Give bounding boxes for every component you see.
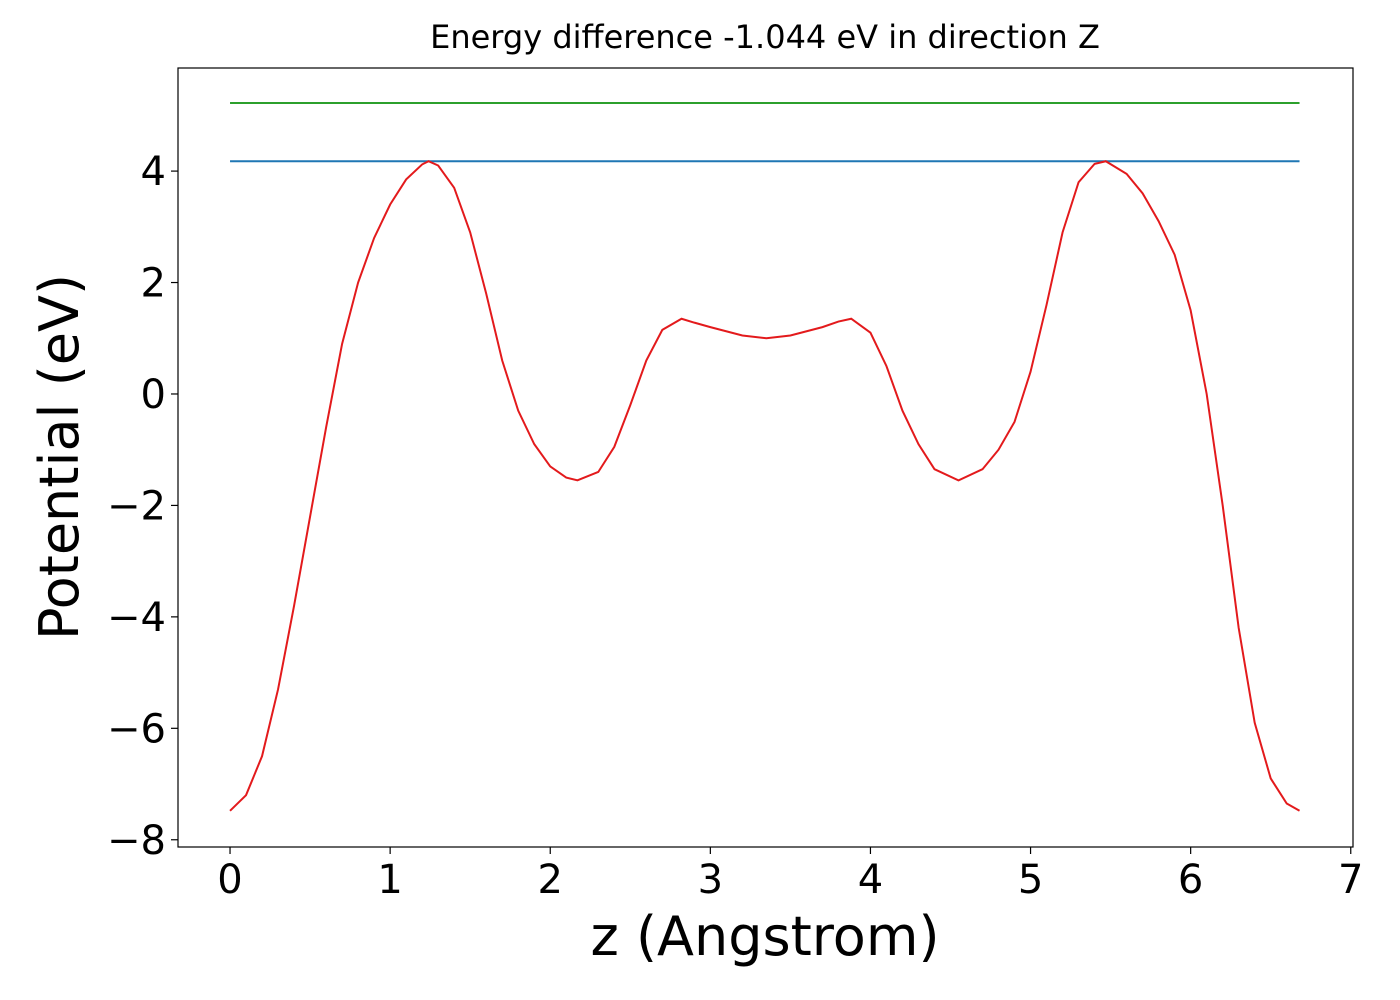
x-tick-label: 0 xyxy=(217,857,242,903)
y-axis-label: Potential (eV) xyxy=(28,274,91,640)
series-line xyxy=(229,160,1301,812)
y-tick-label: 2 xyxy=(141,261,166,307)
x-tick-label: 4 xyxy=(858,857,883,903)
plot-frame xyxy=(177,67,1354,848)
x-tick-label: 2 xyxy=(538,857,563,903)
chart-title: Energy difference -1.044 eV in direction… xyxy=(430,18,1100,56)
y-tick-label: −4 xyxy=(107,595,166,641)
x-tick-label: 3 xyxy=(698,857,723,903)
y-tick-label: −8 xyxy=(107,818,166,864)
y-tick-label: −6 xyxy=(107,706,166,752)
x-tick-label: 7 xyxy=(1338,857,1363,903)
x-tick-label: 6 xyxy=(1178,857,1203,903)
y-tick-label: −2 xyxy=(107,483,166,529)
x-tick-label: 1 xyxy=(377,857,402,903)
x-tick-label: 5 xyxy=(1018,857,1043,903)
x-axis-label: z (Angstrom) xyxy=(590,905,939,968)
y-tick-label: 4 xyxy=(141,149,166,195)
y-tick-label: 0 xyxy=(141,372,166,418)
